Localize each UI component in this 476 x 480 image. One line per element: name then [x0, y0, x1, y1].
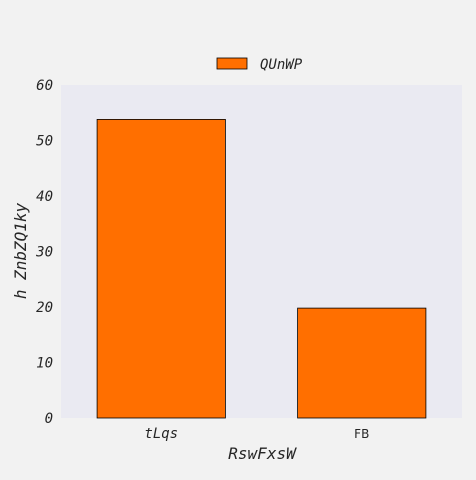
- y-tick-label: 0: [45, 411, 53, 427]
- x-axis-label: RswFxsW: [228, 444, 297, 463]
- legend-label: QUnWP: [260, 57, 303, 73]
- bar-tLqs: [96, 119, 226, 419]
- bars-group: [96, 119, 427, 419]
- legend-swatch: [216, 57, 248, 70]
- y-tick-label: 20: [36, 300, 53, 316]
- y-tick-label: 40: [36, 189, 53, 205]
- y-tick-label: 10: [36, 356, 53, 372]
- y-tick-label: 60: [36, 78, 53, 94]
- y-axis-label: h ZnbZQ1ky: [11, 202, 30, 299]
- x-ticks-group: tLqs FB: [144, 426, 369, 442]
- x-tick-label: FB: [354, 427, 369, 441]
- legend: QUnWP: [216, 57, 303, 73]
- bar-FB: [297, 307, 427, 419]
- y-ticks-group: 0 10 20 30 40 50 60: [35, 78, 53, 427]
- y-tick-label: 50: [36, 134, 53, 150]
- x-tick-label: tLqs: [144, 426, 178, 442]
- y-tick-label: 30: [35, 245, 53, 261]
